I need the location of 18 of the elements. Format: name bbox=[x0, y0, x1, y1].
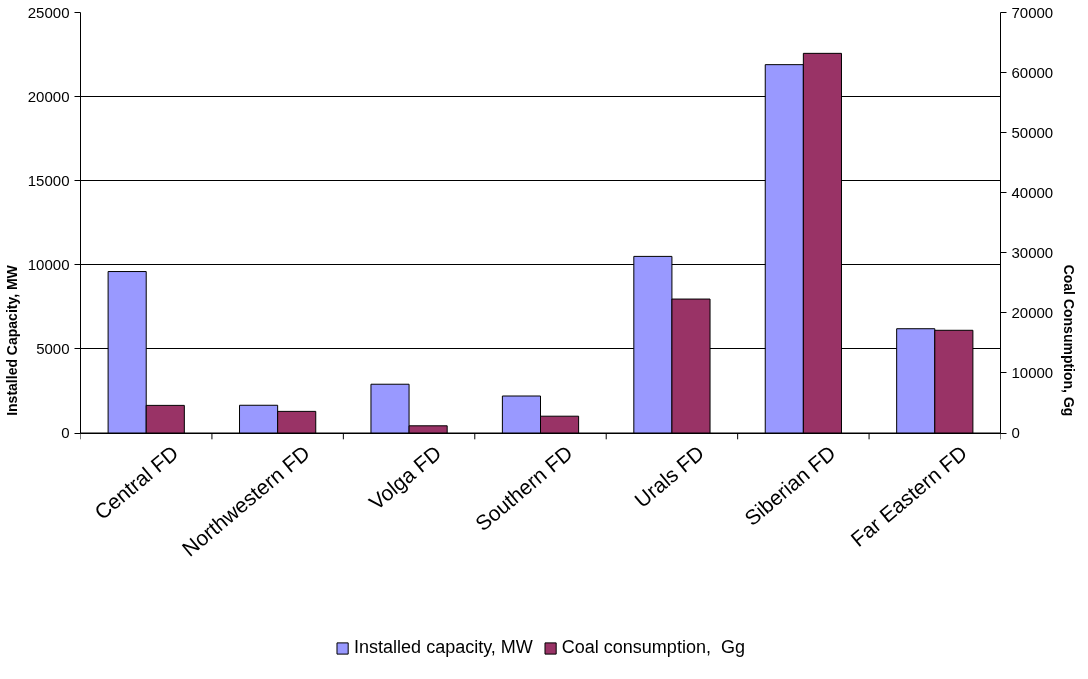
y2-tick-label: 60000 bbox=[1011, 63, 1054, 81]
legend-label: Coal consumption, Gg bbox=[561, 637, 745, 658]
y-tick-label: 15000 bbox=[27, 171, 70, 189]
y-tick-label: 0 bbox=[61, 424, 70, 442]
y2-tick-label: 50000 bbox=[1011, 123, 1054, 141]
y-axis-title: Installed Capacity, MW bbox=[3, 264, 20, 416]
y-tick-label: 10000 bbox=[27, 255, 70, 273]
y-tick-label: 5000 bbox=[36, 339, 70, 357]
y2-tick-label: 30000 bbox=[1011, 243, 1054, 261]
y-tick-label: 25000 bbox=[27, 3, 70, 21]
y2-tick-label: 70000 bbox=[1011, 3, 1054, 21]
y2-tick-label: 10000 bbox=[1011, 363, 1054, 381]
y2-tick-label: 40000 bbox=[1011, 183, 1054, 201]
legend-label: Installed capacity, MW bbox=[354, 637, 533, 658]
y2-axis-title: Coal Consumption, Gg bbox=[1061, 264, 1078, 417]
y2-tick-label: 0 bbox=[1011, 424, 1020, 442]
y-tick-label: 20000 bbox=[27, 87, 70, 105]
y2-tick-label: 20000 bbox=[1011, 303, 1054, 321]
